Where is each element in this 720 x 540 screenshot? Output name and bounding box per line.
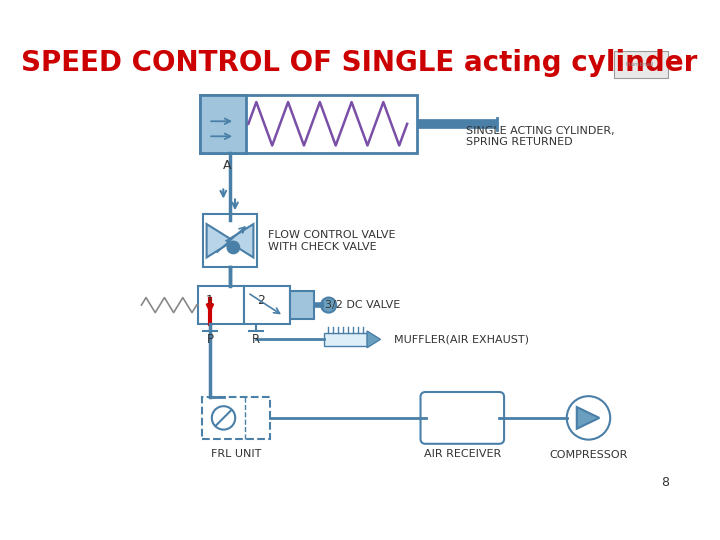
Polygon shape xyxy=(367,331,380,348)
Bar xyxy=(323,333,367,346)
Text: 3/2 DC VALVE: 3/2 DC VALVE xyxy=(325,300,400,310)
Circle shape xyxy=(228,241,239,253)
Bar xyxy=(290,291,314,319)
Bar xyxy=(200,94,417,153)
Bar xyxy=(203,214,257,267)
Bar xyxy=(198,286,244,325)
Text: FLOW CONTROL VALVE
WITH CHECK VALVE: FLOW CONTROL VALVE WITH CHECK VALVE xyxy=(269,230,396,252)
Text: 8: 8 xyxy=(662,476,670,489)
Polygon shape xyxy=(207,224,233,258)
Text: P: P xyxy=(207,333,213,346)
Text: FRL UNIT: FRL UNIT xyxy=(211,449,261,459)
FancyBboxPatch shape xyxy=(420,392,504,444)
Text: COMPRESSOR: COMPRESSOR xyxy=(549,450,628,460)
Text: MUFFLER(AIR EXHAUST): MUFFLER(AIR EXHAUST) xyxy=(394,334,528,345)
Bar xyxy=(200,94,246,153)
Circle shape xyxy=(212,406,235,430)
Text: 2: 2 xyxy=(257,294,265,307)
Circle shape xyxy=(321,298,336,313)
Polygon shape xyxy=(577,407,599,429)
Text: AIR RECEIVER: AIR RECEIVER xyxy=(423,449,501,459)
Text: SINGLE ACTING CYLINDER,
SPRING RETURNED: SINGLE ACTING CYLINDER, SPRING RETURNED xyxy=(466,125,614,147)
Circle shape xyxy=(567,396,611,440)
Text: 1: 1 xyxy=(206,294,214,307)
Text: R: R xyxy=(252,333,260,346)
Bar xyxy=(202,397,270,439)
Bar xyxy=(244,286,290,325)
Text: A: A xyxy=(223,159,232,172)
Polygon shape xyxy=(227,224,253,258)
FancyBboxPatch shape xyxy=(613,51,668,78)
Text: SPEED CONTROL OF SINGLE acting cylinder: SPEED CONTROL OF SINGLE acting cylinder xyxy=(20,49,697,77)
Text: thumbnail: thumbnail xyxy=(626,62,654,67)
